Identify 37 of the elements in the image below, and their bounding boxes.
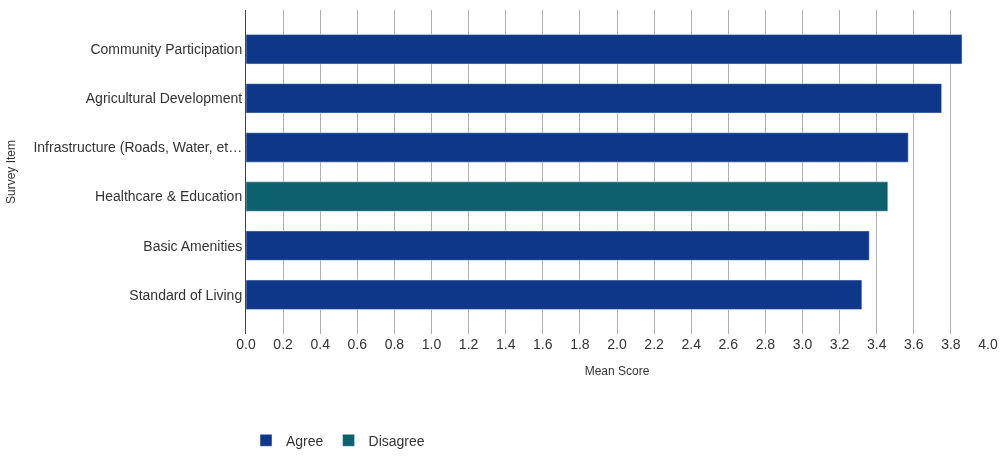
legend-label: Disagree: [368, 432, 425, 449]
x-tick-label: 0.2: [273, 336, 294, 352]
x-tick-label: 0.8: [384, 336, 405, 352]
x-tick-label: 1.2: [458, 336, 479, 352]
y-tick-label: Infrastructure (Roads, Water, et…: [33, 139, 243, 156]
y-tick-label: Basic Amenities: [143, 237, 243, 254]
x-tick-label: 4.0: [978, 336, 998, 352]
legend-label: Agree: [286, 432, 324, 449]
bar: [246, 230, 870, 261]
x-tick-label: 3.6: [904, 336, 924, 352]
x-axis-title: Mean Score: [584, 363, 650, 378]
x-tick-label: 1.0: [421, 336, 442, 352]
bar: [246, 132, 909, 163]
x-tick-label: 3.0: [792, 336, 813, 352]
x-tick-label: 2.8: [755, 336, 776, 352]
x-tick-label: 0.4: [310, 336, 331, 352]
y-tick-label: Standard of Living: [129, 286, 243, 303]
x-tick-label: 1.8: [570, 336, 590, 352]
x-tick-label: 1.6: [533, 336, 553, 352]
x-tick-label: 3.8: [941, 336, 961, 352]
y-tick-label: Agricultural Development: [85, 90, 243, 107]
y-tick-label: Healthcare & Education: [95, 188, 243, 205]
x-tick-label: 3.2: [829, 336, 850, 352]
y-tick-label: Community Participation: [90, 41, 243, 58]
x-tick-label: 0.0: [236, 336, 256, 352]
bar: [246, 181, 889, 212]
x-tick-label: 0.6: [347, 336, 368, 352]
x-tick-label: 3.4: [866, 336, 887, 352]
bar: [246, 34, 963, 65]
x-tick-label: 1.4: [495, 336, 516, 352]
x-tick-label: 2.6: [718, 336, 739, 352]
bar: [246, 279, 863, 310]
x-tick-label: 2.0: [607, 336, 627, 352]
bar: [246, 83, 942, 114]
x-tick-label: 2.4: [681, 336, 702, 352]
x-tick-label: 2.2: [644, 336, 665, 352]
y-axis-title: Survey Item: [3, 139, 18, 205]
